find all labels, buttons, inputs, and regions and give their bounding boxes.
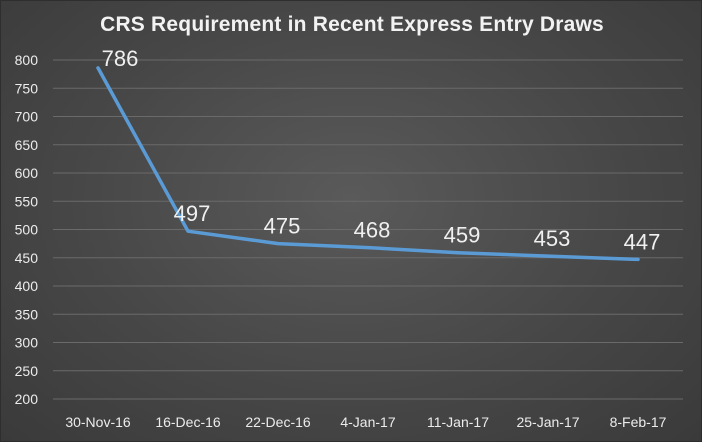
series-line: [96, 66, 640, 262]
data-labels: 786 497 475 468 459 453 447: [102, 46, 661, 255]
data-label: 468: [354, 218, 391, 243]
data-label: 786: [102, 46, 139, 71]
data-label: 459: [444, 223, 481, 248]
y-tick-label: 650: [15, 137, 39, 153]
y-tick-label: 600: [15, 165, 39, 181]
chart-title: CRS Requirement in Recent Express Entry …: [100, 13, 604, 36]
y-tick-label: 300: [15, 335, 39, 351]
x-tick-label: 16-Dec-16: [155, 414, 221, 430]
y-tick-label: 800: [15, 52, 39, 68]
x-tick-label: 11-Jan-17: [427, 414, 489, 430]
y-tick-label: 450: [15, 250, 39, 266]
y-axis: 200 250 300 350 400 450 500 550 600 650 700 750 800: [15, 52, 39, 407]
x-axis: 30-Nov-16 16-Dec-16 22-Dec-16 4-Jan-17 11-Ja…: [65, 414, 666, 430]
x-tick-label: 22-Dec-16: [245, 414, 311, 430]
data-label: 453: [534, 226, 571, 251]
y-tick-label: 250: [15, 363, 39, 379]
y-tick-label: 500: [15, 222, 39, 238]
x-tick-label: 4-Jan-17: [340, 414, 395, 430]
y-tick-label: 700: [15, 109, 39, 125]
y-tick-label: 200: [15, 391, 39, 407]
gridlines: [53, 59, 683, 400]
y-tick-label: 350: [15, 306, 39, 322]
y-tick-label: 750: [15, 80, 39, 96]
data-label: 475: [264, 214, 301, 239]
data-label: 447: [624, 229, 661, 254]
x-tick-label: 8-Feb-17: [610, 414, 667, 430]
data-label: 497: [174, 201, 211, 226]
x-tick-label: 30-Nov-16: [65, 414, 131, 430]
x-tick-label: 25-Jan-17: [516, 414, 579, 430]
y-tick-label: 400: [15, 278, 39, 294]
y-tick-label: 550: [15, 193, 39, 209]
